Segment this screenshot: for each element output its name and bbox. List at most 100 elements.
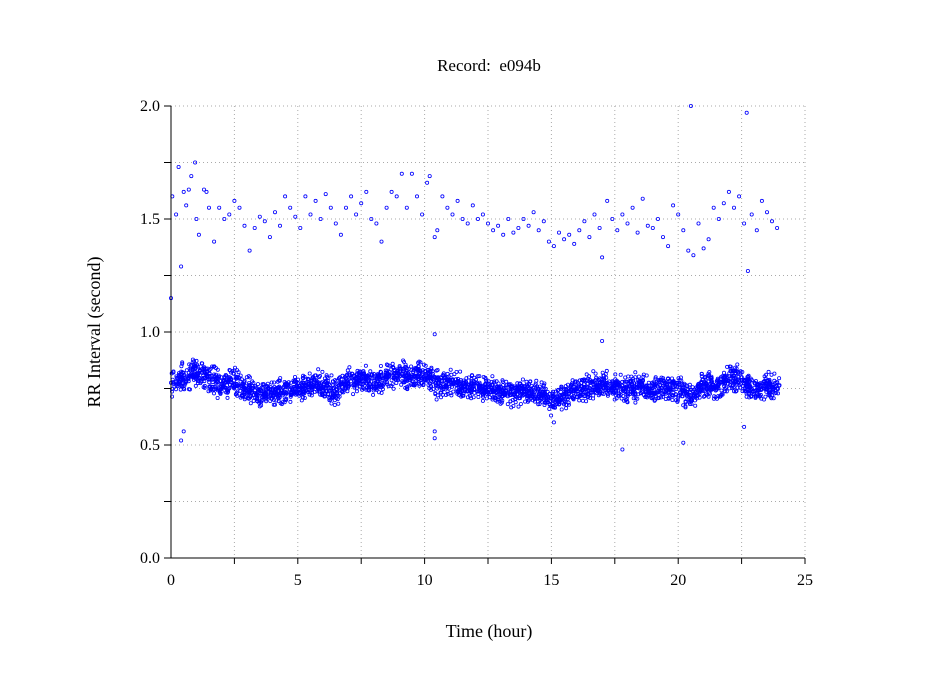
outlier-point — [597, 225, 602, 230]
data-point — [625, 399, 630, 404]
outlier-point — [313, 198, 318, 203]
outlier-point — [186, 187, 191, 192]
data-point — [544, 396, 549, 401]
data-point — [272, 402, 277, 407]
outlier-point — [293, 214, 298, 219]
data-point — [361, 376, 366, 381]
data-point — [254, 385, 259, 390]
data-point — [538, 391, 543, 396]
outlier-point — [252, 225, 257, 230]
data-point — [533, 399, 538, 404]
data-point — [264, 399, 269, 404]
data-point — [549, 396, 554, 401]
data-point — [663, 391, 668, 396]
outlier-point — [427, 174, 432, 179]
outlier-point — [630, 205, 635, 210]
data-point — [532, 396, 537, 401]
outlier-point — [232, 198, 237, 203]
outlier-point — [686, 248, 691, 253]
data-point — [732, 389, 737, 394]
data-point — [627, 392, 632, 397]
data-point — [721, 381, 726, 386]
data-point — [563, 392, 568, 397]
data-point — [753, 395, 758, 400]
data-point — [456, 382, 461, 387]
outlier-point — [338, 232, 343, 237]
data-point — [173, 387, 178, 392]
data-point — [391, 386, 396, 391]
data-point — [555, 388, 560, 393]
data-point — [475, 389, 480, 394]
data-point — [390, 382, 395, 387]
data-point — [622, 379, 627, 384]
data-point — [587, 374, 592, 379]
data-point — [235, 389, 240, 394]
outlier-point — [770, 219, 775, 224]
data-point — [566, 400, 571, 405]
data-point — [512, 392, 517, 397]
outlier-point — [303, 194, 308, 199]
data-point — [434, 397, 439, 402]
data-point — [276, 385, 281, 390]
data-point — [516, 404, 521, 409]
outlier-point — [328, 205, 333, 210]
outlier-point — [681, 440, 686, 445]
outlier-point — [655, 216, 660, 221]
data-point — [735, 362, 740, 367]
outlier-point — [194, 216, 199, 221]
data-point — [352, 385, 357, 390]
data-point — [687, 401, 692, 406]
outlier-point — [394, 194, 399, 199]
data-point — [540, 387, 545, 392]
data-point — [610, 385, 615, 390]
data-point — [366, 388, 371, 393]
data-point — [366, 377, 371, 382]
data-point — [669, 387, 674, 392]
data-point — [652, 392, 657, 397]
outlier-point — [491, 228, 496, 233]
data-point — [270, 386, 275, 391]
outlier-point — [184, 203, 189, 208]
data-point — [212, 364, 217, 369]
data-point — [615, 379, 620, 384]
data-point — [749, 377, 754, 382]
data-point — [643, 387, 648, 392]
data-point — [723, 377, 728, 382]
outlier-point — [227, 212, 232, 217]
data-point — [602, 379, 607, 384]
data-point — [211, 391, 216, 396]
data-point — [674, 386, 679, 391]
outlier-point — [640, 196, 645, 201]
data-point — [667, 394, 672, 399]
data-point — [701, 394, 706, 399]
outlier-point — [531, 210, 536, 215]
data-point — [200, 367, 205, 372]
data-point — [363, 381, 368, 386]
data-point — [347, 371, 352, 376]
outlier-point — [217, 205, 222, 210]
data-point — [705, 373, 710, 378]
data-point — [241, 383, 246, 388]
data-point — [516, 396, 521, 401]
data-point — [368, 369, 373, 374]
outlier-point — [369, 216, 374, 221]
data-point — [581, 378, 586, 383]
data-point — [311, 382, 316, 387]
data-point — [180, 361, 185, 366]
data-point — [505, 394, 510, 399]
outlier-point — [242, 223, 247, 228]
data-point — [332, 402, 337, 407]
data-point — [716, 378, 721, 383]
data-point — [532, 389, 537, 394]
data-point — [263, 384, 268, 389]
data-point — [676, 395, 681, 400]
data-point — [603, 383, 608, 388]
outlier-point — [179, 264, 184, 269]
outlier-point — [343, 205, 348, 210]
data-point — [340, 373, 345, 378]
data-point — [403, 362, 408, 367]
data-point — [538, 398, 543, 403]
data-point — [639, 378, 644, 383]
data-point — [659, 395, 664, 400]
